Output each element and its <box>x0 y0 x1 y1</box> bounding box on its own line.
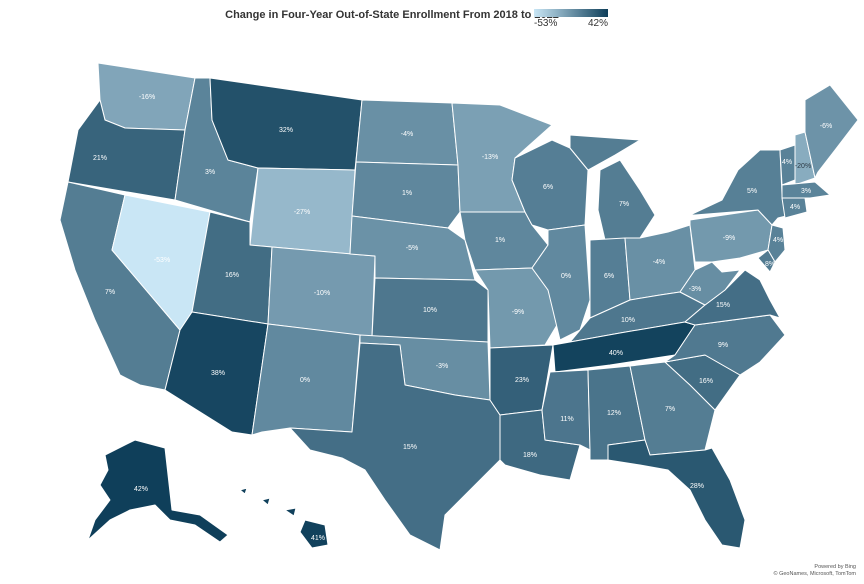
state-label-tx: 15% <box>403 444 417 451</box>
state-label-nh: -20% <box>795 163 811 170</box>
state-label-nc: 9% <box>718 342 728 349</box>
state-label-in: 6% <box>604 273 614 280</box>
state-label-fl: 28% <box>690 483 704 490</box>
state-label-la: 18% <box>523 452 537 459</box>
state-label-ia: 1% <box>495 237 505 244</box>
state-label-mn: -13% <box>482 154 498 161</box>
state-label-sd: 1% <box>402 190 412 197</box>
state-label-ak: 42% <box>134 486 148 493</box>
state-west-virginia <box>679 261 741 306</box>
state-label-nv: -53% <box>154 257 170 264</box>
state-texas <box>289 342 501 551</box>
state-label-nd: -4% <box>401 131 413 138</box>
state-label-nj: 4% <box>773 237 783 244</box>
state-label-nm: 0% <box>300 377 310 384</box>
map-title: Change in Four-Year Out-of-State Enrollm… <box>225 9 559 21</box>
state-label-vt: 4% <box>782 159 792 166</box>
state-michigan <box>569 134 656 241</box>
state-label-ut: 16% <box>225 272 239 279</box>
state-label-sc: 16% <box>699 378 713 385</box>
state-label-ca: 7% <box>105 289 115 296</box>
state-label-al: 12% <box>607 410 621 417</box>
state-kansas <box>371 277 489 343</box>
state-label-wi: 6% <box>543 184 553 191</box>
state-label-de: 8% <box>765 261 775 268</box>
state-illinois <box>531 224 591 341</box>
state-label-id: 3% <box>205 169 215 176</box>
state-label-il: 0% <box>561 273 571 280</box>
state-label-wy: -27% <box>294 209 310 216</box>
state-label-va: 15% <box>716 302 730 309</box>
legend-gradient-bar <box>534 9 608 17</box>
state-label-pa: -9% <box>723 235 735 242</box>
state-label-mo: -9% <box>512 309 524 316</box>
state-label-ar: 23% <box>515 377 529 384</box>
state-value-labels: -16% 21% 7% -53% 3% 32% -27% 16% 38% -10… <box>93 94 832 542</box>
state-maine <box>804 84 859 179</box>
state-connecticut <box>781 197 808 219</box>
state-label-oh: -4% <box>653 259 665 266</box>
state-label-ga: 7% <box>665 406 675 413</box>
state-florida <box>607 439 746 549</box>
state-south-dakota <box>351 161 461 229</box>
state-massachusetts <box>781 181 831 199</box>
state-alaska <box>87 439 229 543</box>
state-label-az: 38% <box>211 370 225 377</box>
state-label-ky: 10% <box>621 317 635 324</box>
state-new-jersey <box>767 224 786 263</box>
state-montana <box>209 77 363 171</box>
state-label-ma: 3% <box>801 188 811 195</box>
state-delaware <box>757 249 776 273</box>
state-label-ks: 10% <box>423 307 437 314</box>
state-mississippi <box>541 369 591 451</box>
state-label-me: -6% <box>820 123 832 130</box>
state-label-or: 21% <box>93 155 107 162</box>
state-label-ne: -5% <box>406 245 418 252</box>
map-attribution: Powered by Bing © GeoNames, Microsoft, T… <box>774 564 857 578</box>
state-label-hi: 41% <box>311 535 325 542</box>
state-label-tn: 40% <box>609 350 623 357</box>
state-label-ms: 11% <box>560 416 574 423</box>
state-label-mt: 32% <box>279 127 293 134</box>
state-label-mi: 7% <box>619 201 629 208</box>
state-label-ny: 5% <box>747 188 757 195</box>
attribution-copyright: © GeoNames, Microsoft, TomTom <box>773 571 857 577</box>
state-label-wv: -3% <box>689 286 701 293</box>
legend-min-label: -53% <box>534 18 558 29</box>
state-label-ok: -3% <box>436 363 448 370</box>
state-label-ct: 4% <box>790 204 800 211</box>
state-label-co: -10% <box>314 290 330 297</box>
attribution-powered-by: Powered by Bing <box>814 564 856 570</box>
state-label-wa: -16% <box>139 94 155 101</box>
state-hawaii <box>239 487 329 549</box>
color-legend: -53% 42% <box>534 9 608 29</box>
legend-max-label: 42% <box>587 18 608 29</box>
